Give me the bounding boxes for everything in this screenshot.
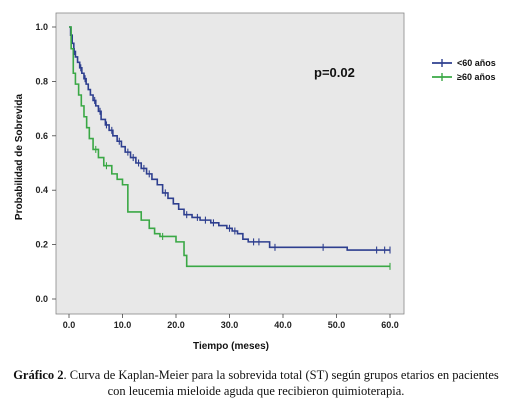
x-tick-label: 40.0 — [274, 320, 292, 330]
y-tick-label: 1.0 — [35, 22, 48, 32]
y-tick-label: 0.8 — [35, 76, 48, 86]
p-value-annotation: p=0.02 — [314, 65, 355, 80]
y-tick-label: 0.6 — [35, 131, 48, 141]
x-tick-label: 50.0 — [328, 320, 346, 330]
y-axis-label: Probabilidad de Sobrevida — [14, 93, 25, 220]
x-tick-label: 20.0 — [167, 320, 185, 330]
legend-entry-label: <60 años — [457, 58, 496, 68]
y-tick-label: 0.4 — [35, 185, 48, 195]
x-tick-label: 10.0 — [114, 320, 132, 330]
x-tick-label: 0.0 — [63, 320, 76, 330]
y-tick-label: 0.2 — [35, 240, 48, 250]
caption-label: Gráfico 2 — [13, 368, 64, 382]
kaplan-meier-chart: 0.0 0.2 0.4 0.6 0.8 1.0 0.0 10.0 20.0 30.0 40.0 50… — [14, 12, 496, 352]
legend-entry-label: ≥60 años — [457, 72, 495, 82]
x-axis-ticks: 0.0 10.0 20.0 30.0 40.0 50.0 60.0 — [63, 314, 399, 330]
survival-curves — [69, 26, 390, 268]
y-tick-label: 0.0 — [35, 294, 48, 304]
caption-text: . Curva de Kaplan-Meier para la sobrevid… — [63, 368, 499, 398]
figure-caption: Gráfico 2. Curva de Kaplan-Meier para la… — [6, 367, 506, 399]
y-axis-ticks: 0.0 0.2 0.4 0.6 0.8 1.0 — [35, 22, 56, 304]
legend: <60 años ≥60 años — [432, 58, 496, 82]
survival-curve-series-1 — [69, 26, 390, 268]
x-tick-label: 60.0 — [381, 320, 399, 330]
x-tick-label: 30.0 — [221, 320, 239, 330]
plot-background — [55, 12, 405, 315]
x-axis-label: Tiempo (meses) — [193, 341, 269, 352]
censor-marks — [73, 47, 391, 270]
survival-curve-series-0 — [69, 26, 390, 251]
